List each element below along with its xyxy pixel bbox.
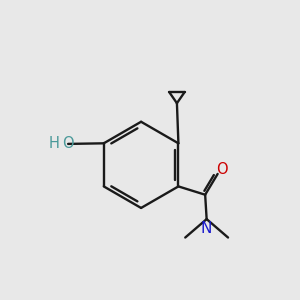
Text: O: O — [62, 136, 74, 152]
Text: O: O — [216, 162, 228, 177]
Text: H: H — [48, 136, 59, 152]
Text: N: N — [201, 221, 212, 236]
